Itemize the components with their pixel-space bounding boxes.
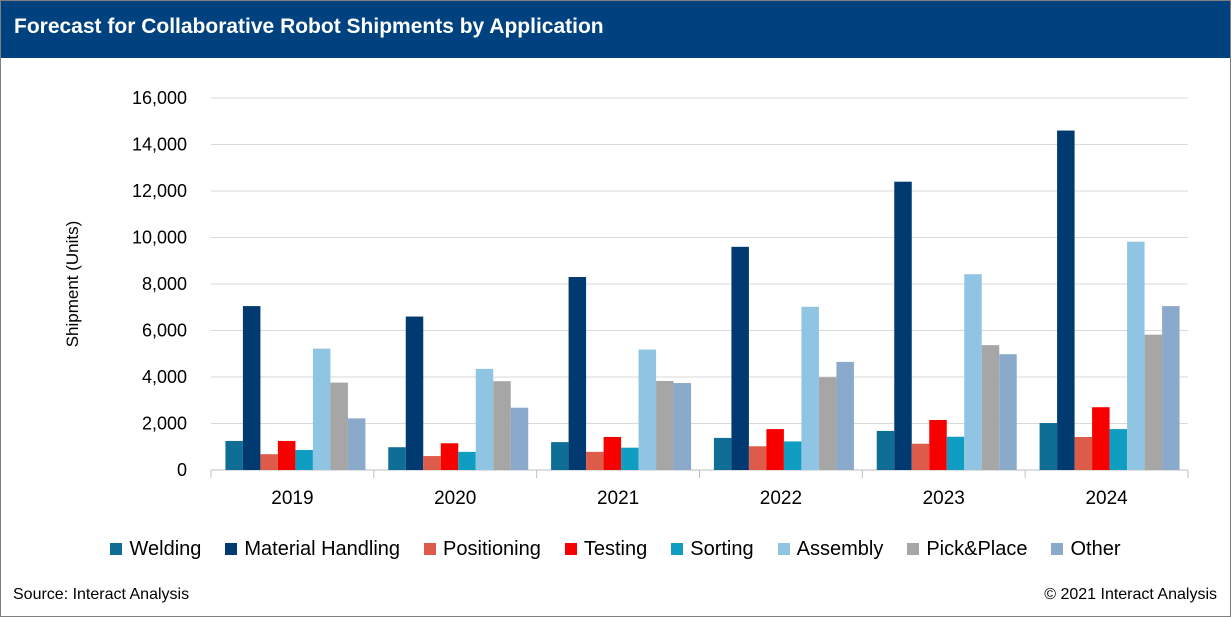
bar-testing-2019 bbox=[277, 440, 296, 470]
y-tick-label: 0 bbox=[177, 460, 187, 480]
y-tick-label: 2,000 bbox=[142, 414, 187, 434]
bar-chart: 0 2,000 4,000 6,000 8,000 10,000 12,000 14,000 1… bbox=[132, 88, 1189, 509]
bar-testing-2022 bbox=[766, 429, 784, 470]
bar-material-handling-2023 bbox=[894, 181, 912, 470]
bar-material-handling-2019 bbox=[242, 306, 261, 470]
copyright-note: © 2021 Interact Analysis bbox=[1044, 586, 1217, 603]
x-tick-label: 2022 bbox=[760, 488, 802, 509]
bar-sorting-2022 bbox=[783, 441, 802, 470]
y-tick-label: 4,000 bbox=[142, 367, 187, 387]
x-tick-label: 2020 bbox=[434, 488, 476, 509]
bar-pick-place-2020 bbox=[493, 381, 511, 470]
bar-material-handling-2021 bbox=[568, 277, 587, 470]
legend-label: Sorting bbox=[690, 537, 754, 560]
legend-label: Welding bbox=[129, 537, 202, 560]
bar-testing-2023 bbox=[929, 420, 947, 470]
bar-assembly-2024 bbox=[1127, 241, 1145, 470]
bar-sorting-2020 bbox=[458, 451, 476, 470]
bar-other-2021 bbox=[673, 383, 692, 470]
legend-label: Testing bbox=[583, 537, 648, 560]
bar-material-handling-2024 bbox=[1057, 130, 1075, 471]
bar-welding-2021 bbox=[551, 442, 569, 470]
legend-label: Material Handling bbox=[244, 537, 401, 560]
bar-material-handling-2022 bbox=[731, 246, 749, 470]
y-tick-label: 10,000 bbox=[132, 228, 187, 248]
bar-assembly-2020 bbox=[475, 368, 494, 470]
chart-legend: Welding Material Handling Positioning Testi… bbox=[1, 534, 1230, 564]
legend-swatch bbox=[424, 543, 437, 555]
legend-item-other: Other bbox=[1051, 537, 1121, 561]
y-tick-label: 6,000 bbox=[142, 321, 187, 341]
bar-other-2022 bbox=[836, 361, 854, 470]
bar-testing-2021 bbox=[603, 436, 622, 470]
bar-positioning-2021 bbox=[586, 451, 604, 470]
title-bar: Forecast for Collaborative Robot Shipmen… bbox=[1, 1, 1230, 58]
bar-pick-place-2021 bbox=[656, 380, 674, 470]
bar-sorting-2024 bbox=[1109, 429, 1128, 470]
legend-label: Other bbox=[1070, 537, 1121, 560]
legend-label: Positioning bbox=[443, 537, 541, 560]
y-tick-label: 16,000 bbox=[132, 88, 187, 108]
bar-sorting-2021 bbox=[621, 447, 639, 470]
x-tick-label: 2023 bbox=[923, 488, 965, 509]
legend-item-pick-place: Pick&Place bbox=[907, 538, 1027, 561]
bar-assembly-2022 bbox=[801, 306, 819, 470]
bar-other-2019 bbox=[347, 418, 366, 470]
x-tick-label: 2024 bbox=[1085, 488, 1128, 509]
legend-item-positioning: Positioning bbox=[424, 538, 541, 561]
bar-other-2020 bbox=[510, 407, 529, 470]
bar-other-2023 bbox=[999, 354, 1017, 470]
bar-positioning-2020 bbox=[423, 456, 441, 470]
bar-testing-2020 bbox=[440, 443, 459, 470]
bar-positioning-2023 bbox=[911, 443, 930, 470]
bar-welding-2020 bbox=[388, 447, 406, 470]
bar-welding-2022 bbox=[713, 437, 732, 470]
bar-positioning-2024 bbox=[1074, 436, 1093, 470]
bar-welding-2023 bbox=[876, 430, 895, 470]
bar-assembly-2019 bbox=[312, 348, 331, 470]
legend-label: Pick&Place bbox=[926, 537, 1028, 560]
legend-label: Assembly bbox=[796, 537, 884, 560]
bar-positioning-2019 bbox=[260, 454, 278, 470]
legend-swatch bbox=[564, 543, 577, 555]
legend-item-sorting: Sorting bbox=[671, 537, 754, 561]
legend-swatch bbox=[110, 543, 123, 555]
bar-positioning-2022 bbox=[748, 446, 767, 470]
legend-swatch bbox=[777, 543, 790, 555]
legend-swatch bbox=[225, 543, 238, 555]
legend-swatch bbox=[671, 543, 684, 555]
bar-pick-place-2019 bbox=[330, 382, 348, 470]
source-note: Source: Interact Analysis bbox=[13, 586, 190, 603]
legend-item-welding: Welding bbox=[110, 538, 201, 561]
bar-material-handling-2020 bbox=[405, 316, 424, 470]
x-tick-label: 2019 bbox=[271, 488, 313, 509]
bar-testing-2024 bbox=[1092, 407, 1110, 470]
bar-pick-place-2023 bbox=[981, 345, 1000, 470]
bar-other-2024 bbox=[1162, 306, 1180, 470]
y-tick-label: 12,000 bbox=[132, 181, 187, 201]
y-tick-label: 14,000 bbox=[132, 135, 187, 155]
bar-welding-2024 bbox=[1039, 423, 1058, 470]
x-tick-label: 2021 bbox=[597, 488, 639, 509]
legend-swatch bbox=[1051, 543, 1064, 555]
chart-title: Forecast for Collaborative Robot Shipmen… bbox=[14, 15, 604, 38]
bar-assembly-2021 bbox=[638, 349, 657, 470]
legend-item-testing: Testing bbox=[564, 537, 648, 561]
legend-swatch bbox=[907, 543, 920, 555]
bar-sorting-2023 bbox=[946, 436, 965, 470]
y-tick-label: 8,000 bbox=[142, 274, 187, 294]
bar-welding-2019 bbox=[225, 440, 243, 470]
bar-assembly-2023 bbox=[964, 274, 982, 470]
legend-item-assembly: Assembly bbox=[777, 537, 884, 561]
bar-pick-place-2022 bbox=[818, 377, 837, 470]
bar-pick-place-2024 bbox=[1144, 334, 1163, 470]
bar-sorting-2019 bbox=[295, 450, 313, 470]
legend-item-material-handling: Material Handling bbox=[225, 538, 400, 561]
